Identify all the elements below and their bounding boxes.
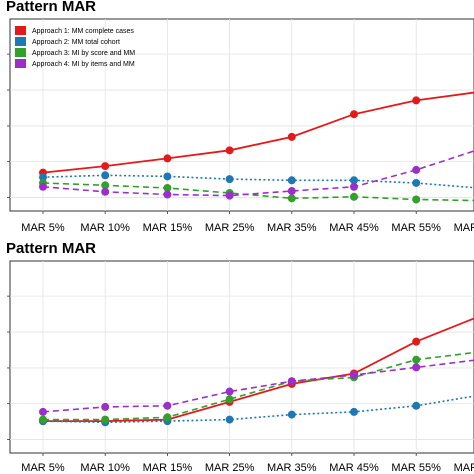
legend: Approach 1: MM complete cases Approach 2… [15, 26, 135, 68]
legend-label-approach-3: Approach 3: MI by score and MM [32, 50, 135, 57]
data-point-approach-1 [287, 132, 296, 141]
data-point-approach-4 [225, 191, 234, 200]
data-point-approach-4 [39, 182, 47, 191]
data-point-approach-1 [101, 162, 110, 171]
x-tick-label: MAR 35% [267, 462, 317, 474]
data-point-approach-3 [412, 355, 421, 364]
data-point-approach-3 [101, 415, 110, 424]
bottom-panel: Pattern MAR MAR 5% MAR 10% MAR 15% MAR 25% M… [6, 240, 474, 474]
x-tick-label: MAR 45% [329, 222, 379, 234]
data-point-approach-3 [412, 195, 421, 204]
data-point-approach-1 [225, 146, 234, 155]
data-point-approach-1 [412, 337, 421, 346]
legend-label-approach-1: Approach 1: MM complete cases [32, 28, 134, 35]
plot-area [39, 317, 474, 427]
plot-area [39, 91, 474, 204]
data-point-approach-2 [350, 407, 358, 416]
data-point-approach-3 [163, 183, 172, 192]
bottom-plot: MAR 5% MAR 10% MAR 15% MAR 25% MAR 35% MAR 45… [7, 260, 474, 474]
legend-label-approach-2: Approach 2: MM total cohort [32, 39, 120, 46]
x-tick-label: MAR 10% [80, 462, 130, 474]
data-point-approach-4 [101, 187, 110, 196]
data-point-approach-4 [412, 363, 421, 372]
data-point-approach-2 [412, 178, 421, 187]
series-line-approach-2 [42, 395, 474, 424]
data-point-approach-2 [39, 173, 47, 182]
top-panel: Pattern MAR MAR 5% MAR 10% MAR 15% MAR 25% M… [6, 0, 474, 234]
data-point-approach-4 [350, 371, 358, 380]
data-point-approach-1 [163, 154, 172, 163]
x-tick-label: MAR 65% [454, 462, 474, 474]
data-point-approach-2 [287, 410, 296, 419]
data-point-approach-4 [225, 387, 234, 396]
series-line-approach-4 [42, 359, 474, 413]
data-point-approach-2 [163, 172, 172, 181]
x-tick-label: MAR 45% [329, 462, 379, 474]
data-point-approach-4 [287, 187, 296, 196]
legend-swatch-approach-4 [15, 59, 26, 68]
data-point-approach-4 [101, 402, 110, 411]
data-point-approach-4 [39, 407, 47, 416]
data-point-approach-2 [225, 175, 234, 184]
x-tick-label: MAR 10% [80, 222, 130, 234]
data-point-approach-3 [350, 192, 358, 201]
data-point-approach-3 [225, 395, 234, 404]
legend-swatch-approach-3 [15, 48, 26, 57]
data-point-approach-2 [101, 171, 110, 180]
series-line-approach-3 [43, 351, 474, 421]
x-tick-label: MAR 5% [21, 222, 65, 234]
data-point-approach-3 [101, 181, 110, 190]
series-line-approach-3 [42, 182, 474, 202]
legend-label-approach-4: Approach 4: MI by items and MM [32, 61, 135, 68]
data-point-approach-3 [287, 194, 296, 203]
x-tick-label: MAR 25% [205, 462, 255, 474]
data-point-approach-2 [225, 415, 234, 424]
data-point-approach-4 [163, 190, 172, 199]
x-tick-label: MAR 55% [391, 462, 441, 474]
x-tick-label: MAR 25% [205, 222, 255, 234]
data-point-approach-3 [39, 415, 47, 424]
data-point-approach-3 [163, 413, 172, 422]
top-panel-title: Pattern MAR [6, 0, 96, 15]
series-line-approach-1 [43, 317, 474, 423]
x-tick-label: MAR 65% [454, 222, 474, 234]
x-tick-label: MAR 5% [21, 462, 65, 474]
data-point-approach-2 [287, 176, 296, 185]
legend-swatch-approach-2 [15, 37, 26, 46]
series-line-approach-4 [42, 150, 474, 197]
x-tick-label: MAR 15% [143, 222, 193, 234]
data-point-approach-1 [412, 96, 421, 105]
data-point-approach-2 [350, 176, 358, 185]
plot-frame [9, 260, 474, 454]
data-point-approach-4 [412, 165, 421, 174]
x-tick-label: MAR 15% [143, 462, 193, 474]
legend-swatch-approach-1 [15, 26, 26, 35]
series-line-approach-2 [42, 174, 474, 189]
bottom-panel-title: Pattern MAR [6, 240, 96, 257]
x-tick-label: MAR 55% [391, 222, 441, 234]
data-point-approach-2 [412, 401, 421, 410]
data-point-approach-1 [350, 110, 358, 119]
top-plot: MAR 5% MAR 10% MAR 15% MAR 25% MAR 35% MAR 45… [7, 18, 474, 234]
series-line-approach-1 [42, 91, 474, 174]
x-tick-label: MAR 35% [267, 222, 317, 234]
data-point-approach-4 [287, 377, 296, 386]
data-point-approach-4 [163, 401, 172, 410]
data-point-approach-4 [350, 182, 358, 191]
